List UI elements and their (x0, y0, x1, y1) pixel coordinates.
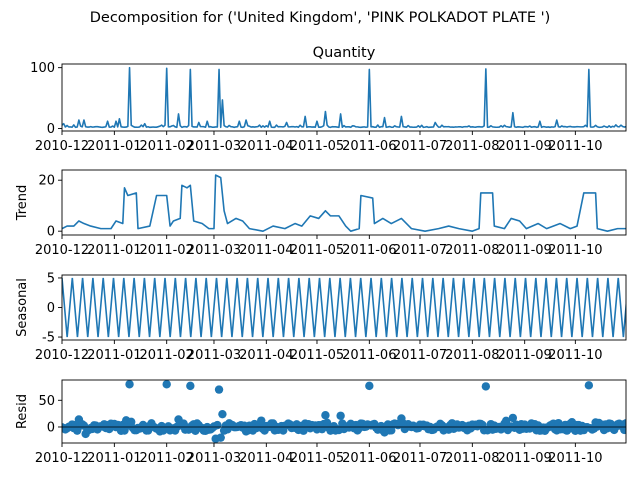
x-tick-label: 2010-12 (35, 139, 89, 154)
x-tick-label: 2011-10 (548, 243, 602, 258)
x-tick-label: 2011-05 (290, 139, 344, 154)
resid-point (216, 433, 225, 442)
x-tick-label: 2011-09 (498, 451, 552, 466)
x-tick-label: 2011-08 (445, 139, 499, 154)
x-tick-label: 2011-03 (187, 139, 241, 154)
figure-title: Decomposition for ('United Kingdom', 'PI… (90, 10, 551, 26)
x-tick-label: 2011-06 (342, 451, 396, 466)
x-tick-label: 2011-04 (239, 348, 293, 363)
panel-3: -5052010-122011-012011-022011-032011-042… (15, 271, 627, 363)
seasonal-series-line (62, 277, 626, 338)
resid-point (620, 425, 626, 435)
x-tick-label: 2011-02 (140, 243, 194, 258)
y-tick-label: 0 (47, 301, 55, 316)
x-tick-label: 2011-09 (498, 139, 552, 154)
axes-frame (61, 379, 627, 444)
x-tick-label: 2010-12 (35, 243, 89, 258)
axes-frame (61, 63, 627, 132)
y-tick-label: -5 (42, 331, 55, 346)
x-tick-label: 2011-07 (393, 139, 447, 154)
x-tick-label: 2011-01 (87, 243, 141, 258)
panel-1: 01002010-122011-012011-022011-032011-042… (30, 45, 627, 154)
x-tick-label: 2011-03 (187, 451, 241, 466)
resid-point (481, 382, 491, 391)
plot-area (62, 380, 626, 443)
x-tick-label: 2011-03 (187, 243, 241, 258)
y-tick-label: 5 (47, 271, 55, 286)
plot-area (62, 66, 626, 129)
x-tick-label: 2011-01 (87, 348, 141, 363)
y-tick-label: 0 (47, 420, 55, 435)
resid-point (186, 381, 195, 391)
x-tick-label: 2011-09 (498, 348, 552, 363)
x-tick-label: 2010-12 (35, 348, 89, 363)
x-tick-label: 2011-06 (342, 348, 396, 363)
x-tick-label: 2011-07 (393, 348, 447, 363)
y-axis-label: Seasonal (15, 278, 30, 337)
x-tick-label: 2011-02 (140, 348, 194, 363)
x-tick-label: 2011-10 (548, 348, 602, 363)
x-tick-label: 2011-05 (290, 451, 344, 466)
x-tick-label: 2011-09 (498, 243, 552, 258)
x-tick-label: 2011-07 (393, 451, 447, 466)
x-tick-label: 2011-03 (187, 348, 241, 363)
panel-2: 0202010-122011-012011-022011-032011-0420… (15, 169, 627, 258)
y-tick-label: 0 (47, 225, 55, 240)
resid-point (125, 380, 134, 389)
resid-point (584, 381, 594, 390)
x-tick-label: 2011-04 (239, 139, 293, 154)
x-tick-label: 2011-08 (445, 451, 499, 466)
y-tick-label: 0 (47, 122, 55, 137)
resid-point (218, 409, 227, 419)
x-tick-label: 2011-01 (87, 451, 141, 466)
y-axis-label: Trend (15, 185, 30, 222)
x-tick-label: 2011-08 (445, 348, 499, 363)
plot-area (62, 277, 626, 338)
resid-point (214, 385, 224, 394)
y-tick-label: 20 (38, 174, 55, 189)
x-tick-label: 2011-06 (342, 139, 396, 154)
axes-frame (61, 169, 627, 236)
y-tick-label: 100 (30, 61, 55, 76)
resid-point (621, 419, 626, 428)
panel-4: 0502010-122011-012011-022011-032011-0420… (15, 379, 627, 466)
quantity-series-line (62, 66, 626, 129)
x-tick-label: 2011-10 (548, 139, 602, 154)
x-tick-label: 2011-05 (290, 243, 344, 258)
resid-point (162, 380, 171, 389)
resid-point (508, 413, 518, 423)
x-tick-label: 2010-12 (35, 451, 89, 466)
x-tick-label: 2011-01 (87, 139, 141, 154)
panels: 01002010-122011-012011-022011-032011-042… (15, 45, 627, 466)
x-tick-label: 2011-08 (445, 243, 499, 258)
resid-point (257, 416, 266, 425)
resid-point (321, 411, 330, 420)
plot-area (62, 174, 626, 232)
trend-series-line (62, 174, 626, 232)
resid-point (213, 420, 222, 430)
x-tick-label: 2011-10 (548, 451, 602, 466)
resid-point (336, 411, 345, 420)
x-tick-label: 2011-04 (239, 451, 293, 466)
x-tick-label: 2011-06 (342, 243, 396, 258)
resid-point (501, 416, 511, 426)
x-tick-label: 2011-02 (140, 139, 194, 154)
x-tick-label: 2011-05 (290, 348, 344, 363)
resid-point (299, 426, 308, 435)
x-tick-label: 2011-02 (140, 451, 194, 466)
panel-title: Quantity (313, 45, 376, 61)
x-tick-label: 2011-07 (393, 243, 447, 258)
x-tick-label: 2011-04 (239, 243, 293, 258)
y-axis-label: Resid (15, 394, 30, 429)
y-tick-label: 50 (38, 394, 55, 409)
resid-point (365, 381, 374, 391)
